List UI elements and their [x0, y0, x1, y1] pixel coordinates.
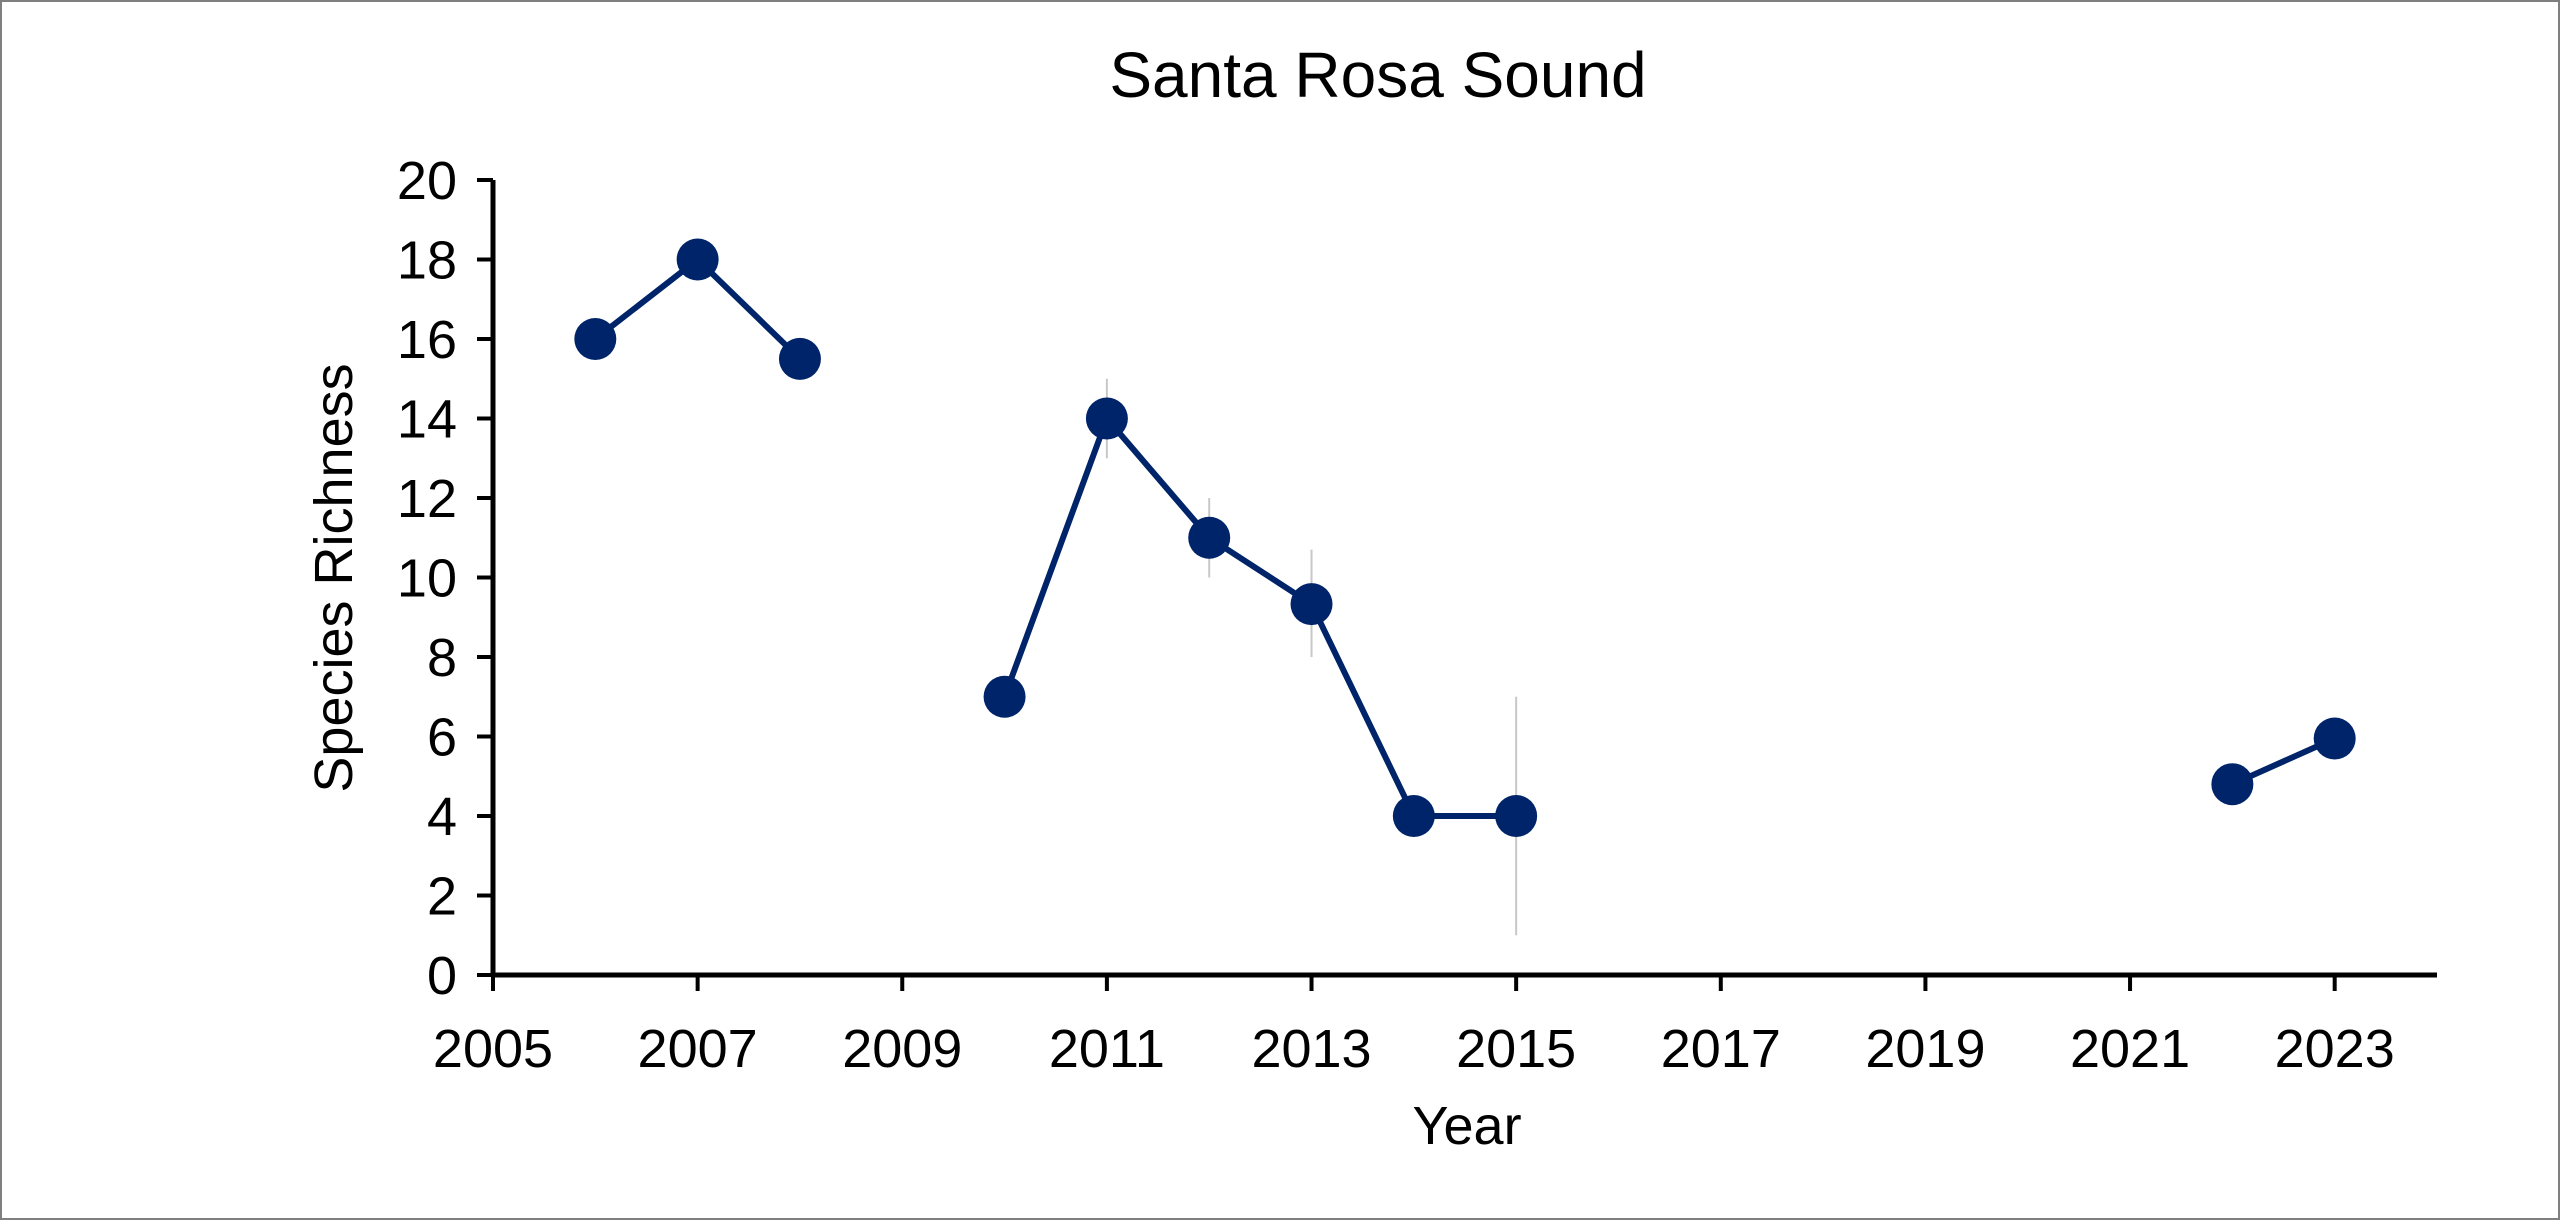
data-point [1085, 397, 1128, 440]
data-point [2313, 717, 2356, 760]
y-tick-label: 16 [397, 310, 457, 370]
y-tick-label: 20 [397, 151, 457, 211]
x-tick-label: 2005 [433, 1019, 553, 1079]
data-point [1290, 583, 1333, 626]
x-axis-title: Year [1412, 1096, 1521, 1156]
data-point [676, 238, 719, 281]
data-point [1392, 795, 1435, 837]
error-bars [1105, 378, 1518, 936]
data-point [983, 675, 1026, 718]
chart-title: Santa Rosa Sound [1109, 39, 1646, 111]
y-axis-ticks: 0 2 4 6 8 10 12 14 16 18 20 [397, 151, 493, 1006]
y-tick-label: 6 [427, 708, 457, 768]
x-tick-label: 2019 [1865, 1019, 1985, 1079]
y-tick-label: 2 [427, 867, 457, 927]
y-tick-label: 14 [397, 390, 457, 450]
data-point [2211, 763, 2254, 806]
series-line-segment [1001, 415, 1517, 819]
y-tick-label: 8 [427, 628, 457, 688]
data-point [1495, 795, 1538, 837]
x-tick-label: 2007 [638, 1019, 758, 1079]
data-point [1188, 516, 1231, 559]
data-point [778, 337, 821, 380]
y-axis-title: Species Richness [304, 363, 364, 792]
x-tick-label: 2017 [1661, 1019, 1781, 1079]
x-tick-label: 2011 [1049, 1019, 1165, 1079]
y-tick-label: 12 [397, 469, 457, 529]
x-tick-label: 2013 [1251, 1019, 1371, 1079]
x-tick-label: 2021 [2070, 1019, 2190, 1079]
x-tick-label: 2023 [2275, 1019, 2395, 1079]
y-tick-label: 10 [397, 549, 457, 609]
data-point [574, 318, 617, 360]
x-tick-label: 2015 [1456, 1019, 1576, 1079]
y-tick-label: 0 [427, 946, 457, 1006]
x-axis-ticks: 2005 2007 2009 2011 2013 2015 2017 2019 2021 2023 [433, 975, 2395, 1079]
x-tick-label: 2009 [842, 1019, 962, 1079]
y-tick-label: 4 [427, 787, 457, 847]
y-tick-label: 18 [397, 231, 457, 291]
axes [490, 180, 2437, 978]
data-points [574, 238, 2356, 837]
series-lines [593, 256, 2336, 819]
